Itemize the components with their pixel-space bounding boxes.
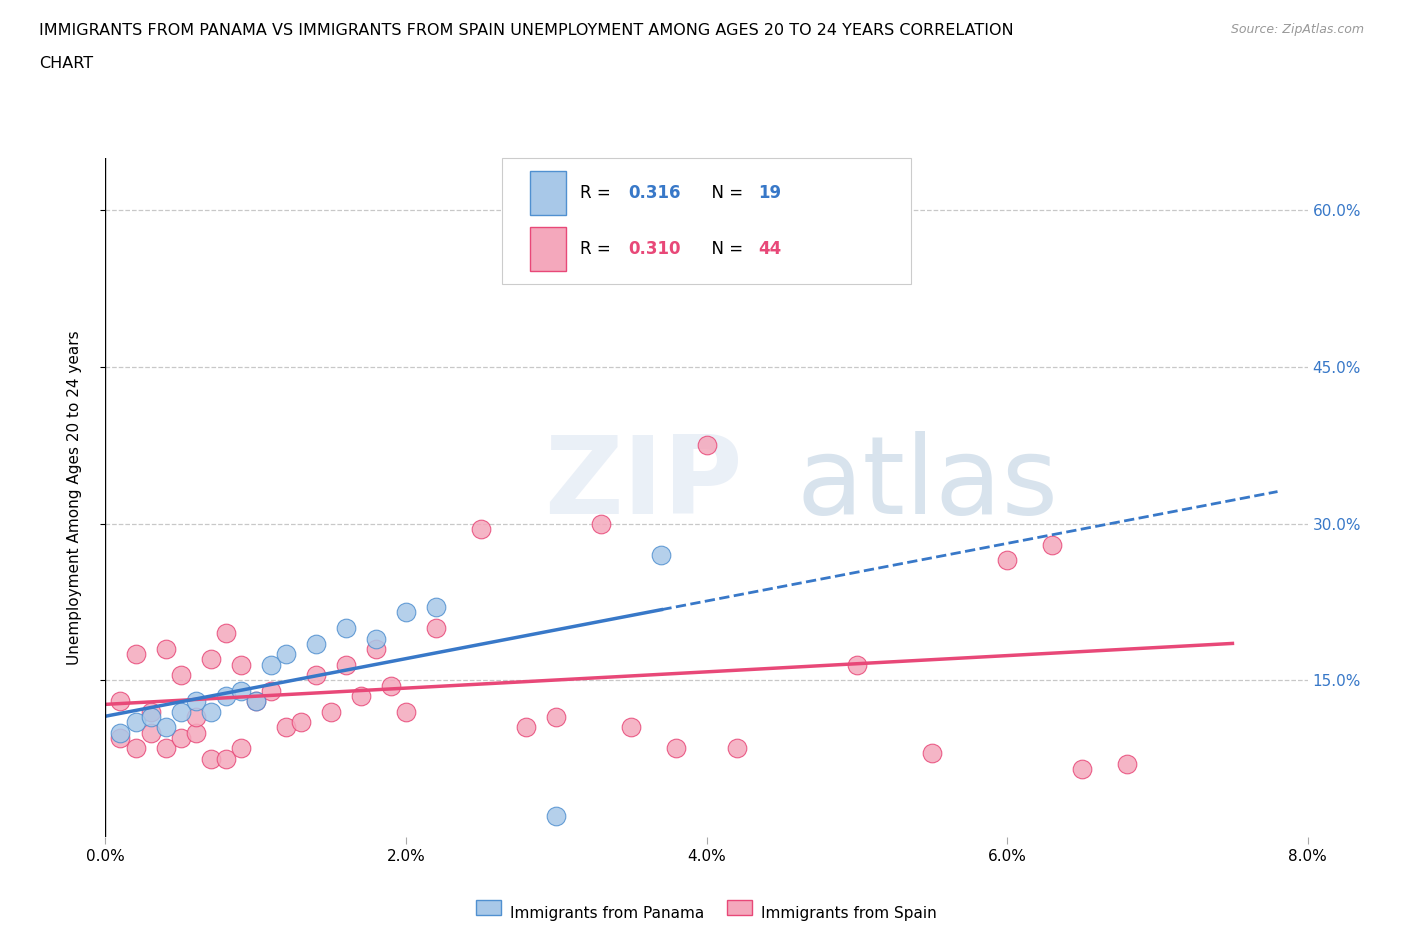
Text: 44: 44 <box>758 240 782 258</box>
Point <box>200 704 222 719</box>
Point <box>1071 762 1094 777</box>
Point <box>290 714 312 729</box>
Point <box>110 725 132 740</box>
Legend: Immigrants from Panama, Immigrants from Spain: Immigrants from Panama, Immigrants from … <box>471 899 942 927</box>
Point <box>305 636 328 651</box>
FancyBboxPatch shape <box>502 158 911 284</box>
Point <box>696 438 718 453</box>
Point <box>229 684 252 698</box>
Point <box>620 720 643 735</box>
Point <box>245 694 267 709</box>
Text: CHART: CHART <box>39 56 93 71</box>
Point <box>229 658 252 672</box>
Text: atlas: atlas <box>797 431 1059 537</box>
Point <box>274 646 297 661</box>
Point <box>155 720 177 735</box>
Point <box>169 730 191 745</box>
Point <box>274 720 297 735</box>
Point <box>155 642 177 657</box>
Text: N =: N = <box>700 240 748 258</box>
Point <box>335 658 357 672</box>
Point <box>124 741 146 756</box>
Point <box>1116 756 1139 771</box>
Point <box>425 600 447 615</box>
Point <box>515 720 537 735</box>
Point <box>110 730 132 745</box>
Text: N =: N = <box>700 184 748 202</box>
Point <box>665 741 688 756</box>
Point <box>184 710 207 724</box>
Text: 0.310: 0.310 <box>628 240 681 258</box>
Point <box>335 620 357 635</box>
Point <box>364 642 387 657</box>
Text: 19: 19 <box>758 184 782 202</box>
Point <box>350 688 373 703</box>
Text: IMMIGRANTS FROM PANAMA VS IMMIGRANTS FROM SPAIN UNEMPLOYMENT AMONG AGES 20 TO 24: IMMIGRANTS FROM PANAMA VS IMMIGRANTS FRO… <box>39 23 1014 38</box>
Point <box>184 725 207 740</box>
Point <box>214 688 236 703</box>
Point <box>184 694 207 709</box>
Point <box>245 694 267 709</box>
Point <box>591 516 613 531</box>
Point <box>546 809 568 824</box>
Point <box>260 684 283 698</box>
Point <box>1040 538 1063 552</box>
Text: ZIP: ZIP <box>544 431 742 537</box>
FancyBboxPatch shape <box>530 171 565 215</box>
Point <box>260 658 283 672</box>
Point <box>110 694 132 709</box>
Point <box>305 668 328 683</box>
Point <box>395 704 418 719</box>
Point <box>995 552 1018 567</box>
Point <box>169 668 191 683</box>
Point <box>425 620 447 635</box>
Point <box>139 725 162 740</box>
Point <box>214 751 236 766</box>
Y-axis label: Unemployment Among Ages 20 to 24 years: Unemployment Among Ages 20 to 24 years <box>67 330 82 665</box>
Text: R =: R = <box>581 184 616 202</box>
Point <box>139 710 162 724</box>
Point <box>319 704 342 719</box>
Text: Source: ZipAtlas.com: Source: ZipAtlas.com <box>1230 23 1364 36</box>
Point <box>546 710 568 724</box>
Point <box>200 652 222 667</box>
Point <box>845 658 868 672</box>
Point <box>200 751 222 766</box>
Point <box>124 646 146 661</box>
Point <box>124 714 146 729</box>
Point <box>380 678 402 693</box>
Point <box>139 704 162 719</box>
Point <box>921 746 943 761</box>
Text: R =: R = <box>581 240 616 258</box>
Point <box>725 741 748 756</box>
Point <box>650 548 672 563</box>
FancyBboxPatch shape <box>530 227 565 272</box>
Point <box>214 626 236 641</box>
Text: 0.316: 0.316 <box>628 184 681 202</box>
Point <box>155 741 177 756</box>
Point <box>470 522 492 537</box>
Point <box>229 741 252 756</box>
Point <box>395 605 418 620</box>
Point <box>364 631 387 646</box>
Point <box>169 704 191 719</box>
